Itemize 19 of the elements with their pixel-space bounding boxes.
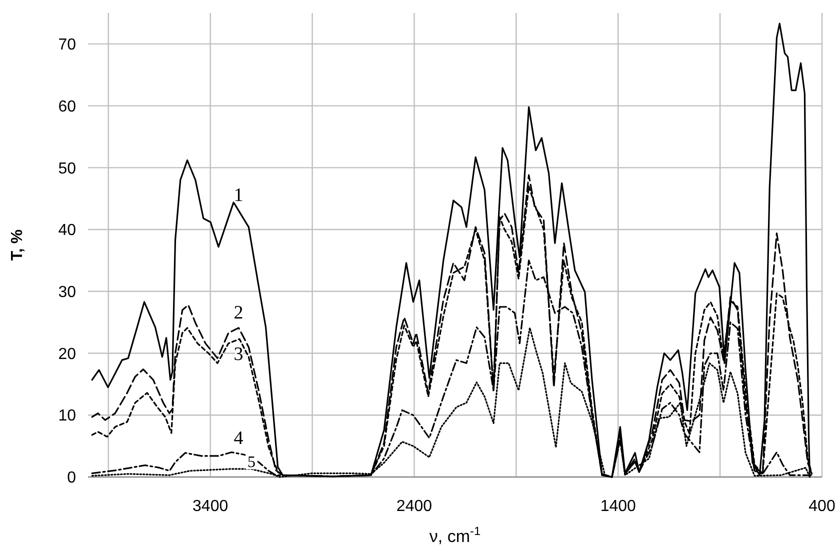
series-label: 4 <box>234 428 244 450</box>
y-tick-label: 70 <box>58 36 76 54</box>
series-label: 1 <box>234 184 244 206</box>
y-tick-label: 50 <box>58 160 76 178</box>
y-tick-label: 10 <box>58 408 76 425</box>
y-tick-label: 30 <box>58 284 76 301</box>
series-label: 2 <box>234 302 244 324</box>
y-tick-label: 0 <box>67 470 76 487</box>
x-tick-label: 2400 <box>396 498 432 515</box>
series-label: 5 <box>247 454 256 471</box>
y-axis-title: T, % <box>9 229 26 261</box>
x-tick-label: 400 <box>808 498 836 515</box>
x-axis-title: ν, cm$^{-1}$ <box>429 524 481 546</box>
y-tick-label: 60 <box>58 98 76 116</box>
y-tick-label: 40 <box>58 222 76 240</box>
x-tick-label: 3400 <box>192 498 228 515</box>
series-label: 3 <box>234 344 244 366</box>
y-tick-label: 20 <box>58 346 76 363</box>
x-tick-label: 1400 <box>600 498 636 515</box>
